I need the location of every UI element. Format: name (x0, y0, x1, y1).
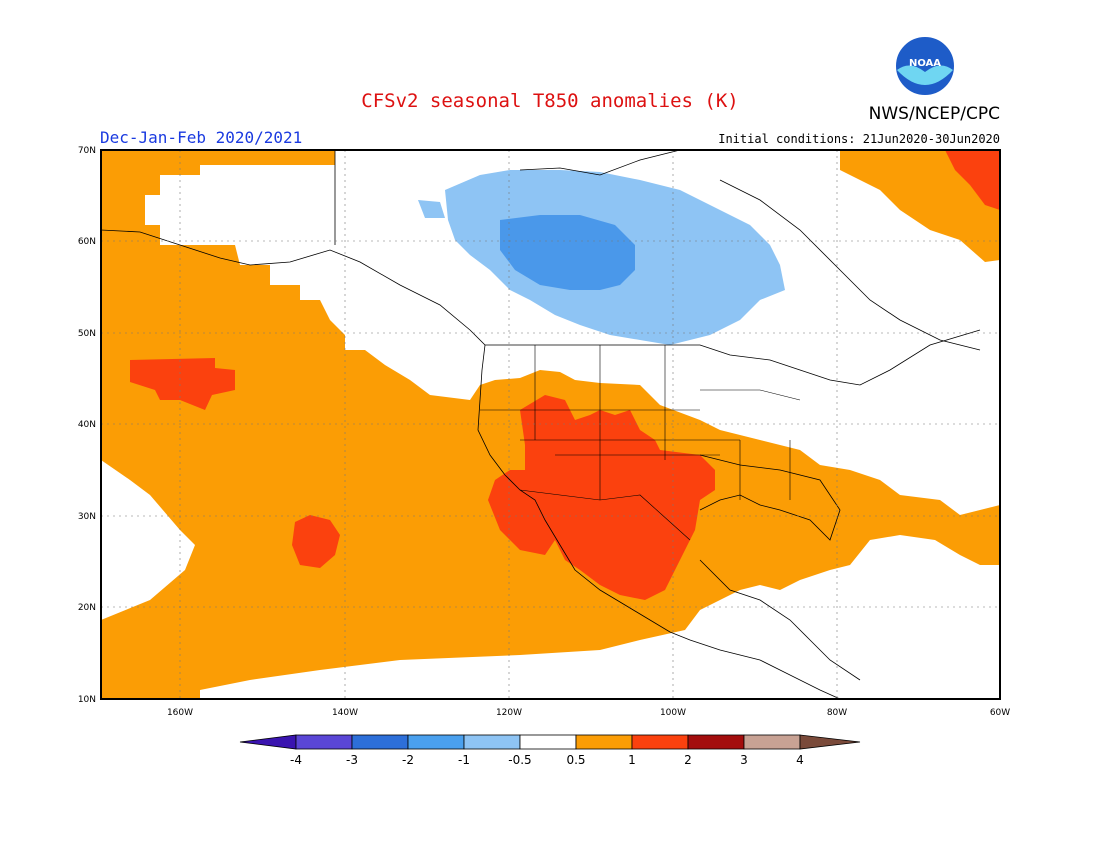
colorbar-segment (407, 734, 465, 750)
noaa-logo: NOAA (894, 35, 956, 97)
colorbar-tick: 0.5 (566, 753, 585, 767)
colorbar-segment (575, 734, 633, 750)
lon-label: 80W (827, 708, 847, 718)
colorbar-tick: 3 (740, 753, 748, 767)
colorbar-tick: -1 (458, 753, 470, 767)
borders (480, 345, 801, 541)
colorbar-segment (463, 734, 521, 750)
gridlines (101, 150, 1000, 699)
colorbar-tick: -4 (290, 753, 302, 767)
initial-conditions-label: Initial conditions: 21Jun2020-30Jun2020 (718, 132, 1000, 146)
colorbar: -4 -3 -2 -1 -0.5 0.5 1 2 3 4 (239, 734, 861, 767)
lon-label: 100W (660, 708, 686, 718)
hot-region-central-pacific (292, 515, 340, 568)
colorbar-segment (743, 734, 801, 750)
colorbar-tick: -2 (402, 753, 414, 767)
noaa-logo-text: NOAA (909, 58, 941, 69)
cool-region-small (418, 200, 445, 218)
colorbar-arrow-left (239, 734, 297, 750)
lon-label: 120W (496, 708, 522, 718)
chart-title: CFSv2 seasonal T850 anomalies (K) (361, 90, 739, 112)
warm-region-northeast (840, 150, 1000, 262)
lat-label: 70N (78, 146, 96, 156)
cold-region-canada (500, 215, 635, 290)
lon-label: 60W (990, 708, 1010, 718)
colorbar-tick: 4 (796, 753, 804, 767)
lat-label: 40N (78, 420, 96, 430)
colorbar-segment (687, 734, 745, 750)
lon-label: 140W (332, 708, 358, 718)
hot-region-north-pacific (130, 358, 235, 410)
lon-axis: 160W 140W 120W 100W 80W 60W (167, 708, 1010, 718)
lat-label: 60N (78, 237, 96, 247)
lon-label: 160W (167, 708, 193, 718)
colorbar-tick: 2 (684, 753, 692, 767)
colorbar-tick: -0.5 (508, 753, 531, 767)
lat-axis: 70N 60N 50N 40N 30N 20N 10N (78, 146, 96, 705)
lat-label: 10N (78, 695, 96, 705)
colorbar-tick: 1 (628, 753, 636, 767)
map-area (101, 150, 1000, 699)
hot-region-northeast (945, 150, 1000, 210)
season-label: Dec-Jan-Feb 2020/2021 (100, 128, 303, 147)
map-frame (100, 149, 1001, 700)
colorbar-segment (519, 734, 577, 750)
colorbar-tick: -3 (346, 753, 358, 767)
lat-label: 20N (78, 603, 96, 613)
lat-label: 50N (78, 329, 96, 339)
org-label: NWS/NCEP/CPC (868, 104, 1000, 124)
hot-region-southwest (488, 395, 715, 600)
colorbar-arrow-right (799, 734, 861, 750)
colorbar-segment (631, 734, 689, 750)
colorbar-segment (295, 734, 353, 750)
coastlines (100, 149, 981, 700)
colorbar-segment (351, 734, 409, 750)
lat-label: 30N (78, 512, 96, 522)
